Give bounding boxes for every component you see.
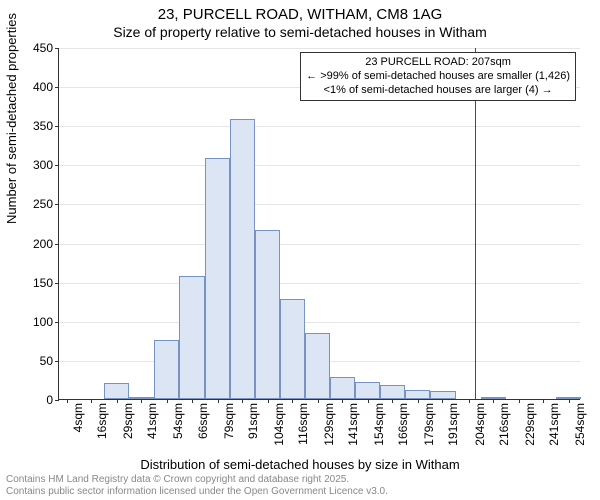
xtick-label: 116sqm [296,403,310,445]
xtick-label: 79sqm [222,403,236,439]
xtick-label: 241sqm [547,403,561,446]
xtick-label: 254sqm [573,403,587,446]
xtick-label: 66sqm [196,403,210,439]
xtick-mark [418,399,419,403]
xtick-label: 104sqm [272,403,286,446]
gridline [59,244,580,245]
xtick-label: 129sqm [322,403,336,446]
xtick-label: 29sqm [121,403,135,439]
ytick-label: 400 [33,80,53,94]
xtick-mark [368,399,369,403]
xtick-mark [318,399,319,403]
xtick-label: 41sqm [145,403,159,439]
footer-attribution: Contains HM Land Registry data © Crown c… [6,474,388,498]
xtick-label: 179sqm [422,403,436,446]
ytick-label: 50 [40,354,53,368]
gridline [59,126,580,127]
ytick-mark [55,87,59,88]
annotation-box: 23 PURCELL ROAD: 207sqm ← >99% of semi-d… [300,52,576,101]
ytick-mark [55,361,59,362]
ytick-mark [55,322,59,323]
xtick-mark [167,399,168,403]
xtick-label: 166sqm [396,403,410,446]
y-axis-label: Number of semi-detached properties [4,13,19,224]
xtick-mark [543,399,544,403]
xtick-mark [91,399,92,403]
ytick-mark [55,244,59,245]
xtick-mark [569,399,570,403]
histogram-bar [330,377,355,399]
annotation-line-2: ← >99% of semi-detached houses are small… [306,70,570,84]
histogram-bar [280,299,305,399]
histogram-bar [380,385,405,399]
ytick-label: 100 [33,315,53,329]
ytick-label: 350 [33,119,53,133]
ytick-label: 150 [33,276,53,290]
ytick-mark [55,165,59,166]
xtick-mark [141,399,142,403]
ytick-mark [55,283,59,284]
histogram-bar [154,340,179,399]
xtick-mark [392,399,393,403]
histogram-bar [405,390,430,399]
chart-title: 23, PURCELL ROAD, WITHAM, CM8 1AG [0,6,600,23]
footer-line-2: Contains public sector information licen… [6,486,388,498]
histogram-bar [205,158,230,399]
xtick-mark [519,399,520,403]
xtick-mark [268,399,269,403]
xtick-mark [493,399,494,403]
xtick-label: 229sqm [523,403,537,446]
xtick-label: 216sqm [497,403,511,446]
ytick-mark [55,400,59,401]
xtick-label: 204sqm [473,403,487,446]
chart-subtitle: Size of property relative to semi-detach… [0,24,600,40]
ytick-mark [55,204,59,205]
histogram-bar [104,383,129,399]
histogram-bar [430,391,455,399]
ytick-mark [55,48,59,49]
ytick-mark [55,126,59,127]
xtick-mark [218,399,219,403]
xtick-mark [442,399,443,403]
xtick-mark [469,399,470,403]
plot-area: 0501001502002503003504004504sqm16sqm29sq… [58,48,580,400]
xtick-mark [292,399,293,403]
gridline [59,283,580,284]
xtick-mark [192,399,193,403]
xtick-label: 91sqm [246,403,260,439]
xtick-label: 16sqm [95,403,109,439]
xtick-label: 154sqm [372,403,386,446]
annotation-line-1: 23 PURCELL ROAD: 207sqm [306,56,570,70]
xtick-mark [117,399,118,403]
chart-title-block: 23, PURCELL ROAD, WITHAM, CM8 1AG Size o… [0,0,600,40]
xtick-mark [67,399,68,403]
footer-line-1: Contains HM Land Registry data © Crown c… [6,474,388,486]
histogram-bar [179,276,204,399]
gridline [59,322,580,323]
xtick-label: 4sqm [71,403,85,432]
ytick-label: 450 [33,41,53,55]
gridline [59,204,580,205]
xtick-mark [242,399,243,403]
histogram-bar [230,119,255,399]
histogram-bar [255,230,280,399]
xtick-label: 141sqm [346,403,360,446]
ytick-label: 250 [33,197,53,211]
annotation-line-3: <1% of semi-detached houses are larger (… [306,84,570,98]
histogram-bar [305,333,330,399]
ytick-label: 200 [33,237,53,251]
histogram-bar [355,382,380,399]
x-axis-label: Distribution of semi-detached houses by … [0,457,600,472]
ytick-label: 300 [33,158,53,172]
gridline [59,165,580,166]
xtick-label: 54sqm [171,403,185,439]
gridline [59,48,580,49]
xtick-label: 191sqm [446,403,460,446]
xtick-mark [342,399,343,403]
ytick-label: 0 [46,393,53,407]
